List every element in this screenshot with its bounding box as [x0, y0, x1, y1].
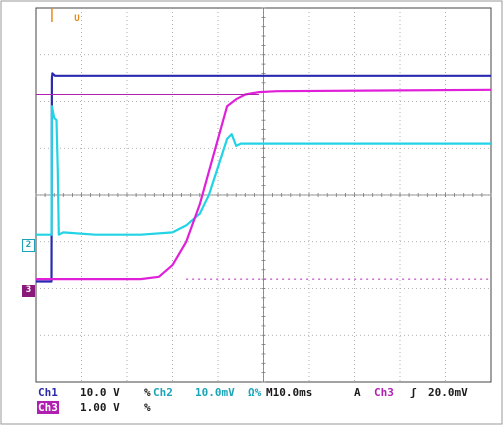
- timebase: M10.0ms: [266, 386, 313, 399]
- ch3-level-marker: 3: [22, 285, 35, 297]
- ch3-scale: 1.00 V: [80, 401, 120, 414]
- ch1-scale: 10.0 V: [80, 386, 120, 399]
- trigger-slope-icon: ʃ: [410, 386, 417, 399]
- trigger-level: 20.0mV: [428, 386, 468, 399]
- trigger-mode: A: [354, 386, 361, 399]
- ch2-level-marker: 2: [22, 239, 35, 252]
- ch2-coupling: Ω%: [248, 386, 262, 399]
- trace-ch1: [36, 72, 491, 283]
- ch2-scale: 10.0mV: [195, 386, 235, 399]
- ch2-label: Ch2: [153, 386, 173, 399]
- trace-ch3: [36, 88, 492, 281]
- ch1-label: Ch1: [38, 386, 58, 399]
- ch3-label: Ch3: [37, 401, 59, 414]
- trace-ch2: [36, 105, 491, 236]
- traces: [36, 72, 492, 283]
- ch1-coupling: %: [144, 386, 151, 399]
- trigger-source: Ch3: [374, 386, 394, 399]
- graticule: [35, 7, 492, 383]
- overlay: [36, 8, 491, 280]
- ch3-coupling: %: [144, 401, 151, 414]
- trigger-position-marker: U: [74, 14, 80, 24]
